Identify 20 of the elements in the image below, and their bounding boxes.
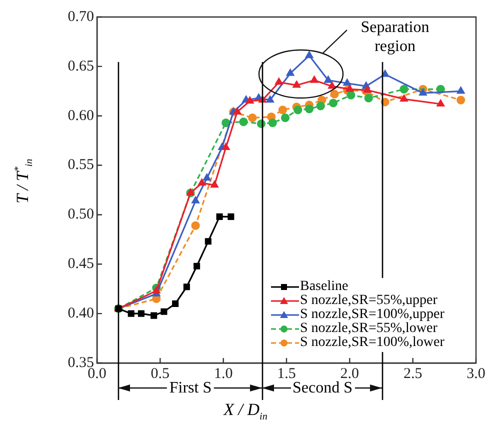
x-tick-label: 2.5: [403, 366, 422, 382]
x-tick-label: 3.0: [466, 366, 486, 382]
y-tick-label: 0.50: [68, 206, 94, 223]
text: Second S: [290, 378, 354, 398]
text: First S: [167, 378, 214, 398]
y-tick-label: 0.60: [68, 108, 94, 124]
x-axis-title: X / D$_{in}$: [222, 400, 268, 422]
legend-label: S nozzle,SR=55%,lower: [300, 321, 438, 336]
annotation: Separation region: [360, 18, 430, 56]
y-tick-label: 0.65: [68, 58, 94, 74]
y-tick-label: 0.40: [68, 306, 94, 322]
x-tick-label: 0.5: [150, 366, 170, 382]
y-tick-label: 0.55: [68, 157, 94, 174]
legend-label: S nozzle,SR=100%,upper: [300, 307, 444, 322]
legend-label: Baseline: [300, 279, 348, 294]
y-tick-label: 0.45: [68, 256, 94, 272]
x-tick-label: 1.0: [214, 366, 233, 382]
legend-label: S nozzle,SR=100%,lower: [300, 335, 444, 350]
y-tick-label: 0.70: [68, 8, 94, 25]
legend-label: S nozzle,SR=55%,upper: [300, 293, 438, 308]
